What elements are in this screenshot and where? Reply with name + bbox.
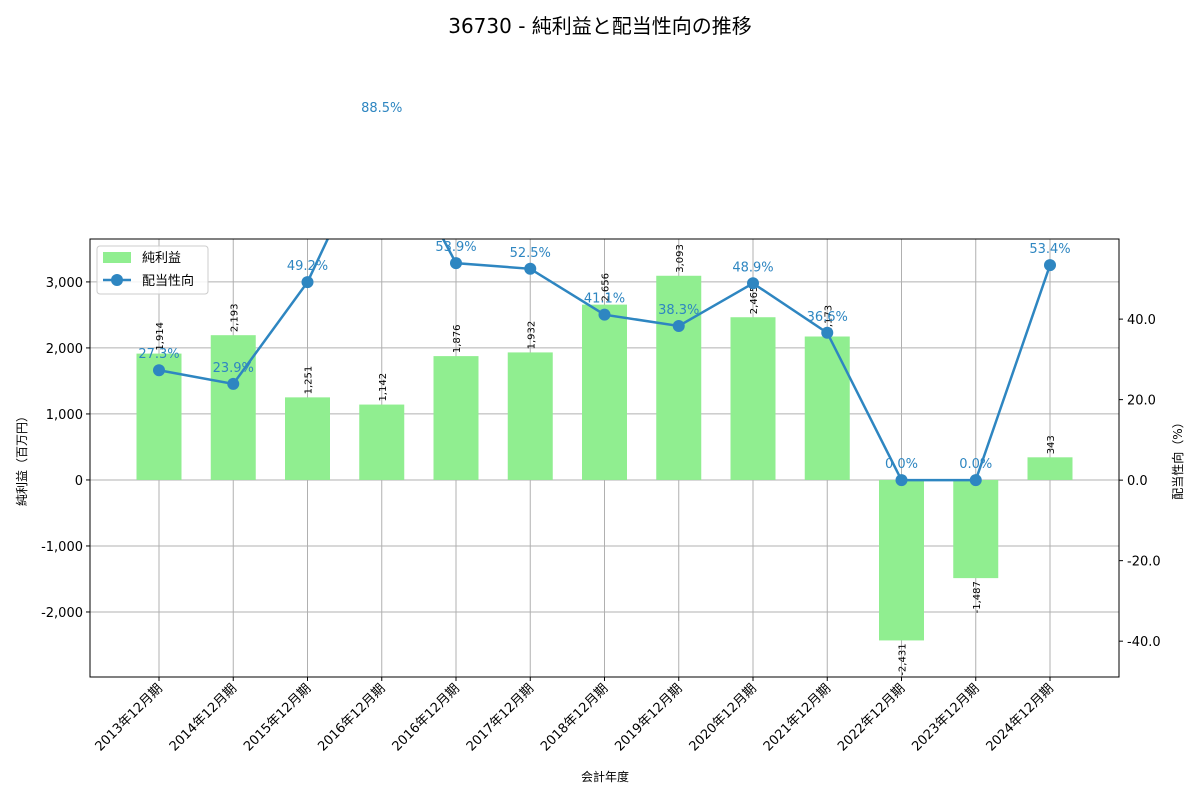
left-tick-label: 0 (75, 474, 83, 489)
bar-series-net-income (136, 275, 1073, 641)
payout-marker (969, 474, 982, 487)
bar (507, 352, 553, 480)
bar-value-label: 2,173 (823, 305, 834, 334)
left-tick-label: -1,000 (41, 540, 83, 555)
bar (359, 404, 405, 480)
x-tick-label: 2019年12月期 (612, 681, 685, 754)
payout-value-label: 53.4% (1029, 242, 1070, 257)
payout-marker (747, 277, 759, 290)
left-tick-label: 1,000 (46, 408, 83, 423)
payout-value-label: 23.9% (213, 361, 254, 376)
payout-value-label: 53.9% (435, 240, 476, 255)
bar (582, 304, 627, 480)
bar-value-label: -2,431 (898, 643, 909, 675)
bar-value-labels: 1,914 2,193 1,251 1,142 1,876 1,932 2,656 3,093… (155, 244, 1057, 676)
payout-value-label: 49.2% (287, 259, 328, 274)
bar (953, 479, 999, 579)
payout-value-label: 36.6% (807, 310, 848, 325)
payout-marker (598, 308, 611, 321)
chart-title: 36730 - 純利益と配当性向の推移 (448, 14, 752, 38)
left-y-axis: -2,000 -1,000 0 1,000 2,000 3,000 (41, 276, 90, 621)
bar-value-label: 1,876 (452, 324, 463, 353)
left-tick-label: 3,000 (46, 276, 83, 291)
legend-marker-icon (111, 274, 123, 286)
right-tick-label: 0.0 (1127, 474, 1148, 489)
x-axis: 2013年12月期 2014年12月期 2015年12月期 2016年12月期 2016… (93, 677, 1057, 755)
bar (804, 336, 850, 480)
payout-marker (895, 474, 908, 487)
payout-marker (821, 326, 834, 339)
payout-marker (450, 257, 462, 270)
bar (210, 335, 256, 480)
payout-value-label: 27.3% (138, 347, 179, 362)
right-y-axis-label: 配当性向（%） (1170, 416, 1185, 499)
legend-bar-swatch (103, 252, 131, 263)
bar-value-label: 1,142 (378, 373, 389, 402)
x-tick-label: 2017年12月期 (464, 681, 537, 754)
bar-value-label: -1,487 (972, 581, 983, 613)
line-value-labels: 27.3% 23.9% 49.2% 88.5% 53.9% 52.5% 41.1% 38.3%… (138, 101, 1070, 472)
payout-value-label: 48.9% (732, 260, 773, 275)
x-tick-label: 2016年12月期 (315, 681, 388, 754)
bar-value-label: 2,193 (229, 304, 240, 333)
legend: 純利益 配当性向 (96, 245, 209, 295)
x-tick-label: 2016年12月期 (390, 681, 463, 754)
right-tick-label: -20.0 (1127, 555, 1161, 570)
x-tick-label: 2023年12月期 (909, 681, 982, 754)
x-tick-label: 2014年12月期 (167, 681, 240, 754)
right-tick-label: 40.0 (1127, 313, 1156, 328)
x-tick-label: 2020年12月期 (687, 681, 760, 754)
payout-marker (376, 118, 388, 130)
bar-value-label: 2,465 (749, 286, 760, 315)
x-tick-label: 2024年12月期 (984, 681, 1057, 754)
payout-marker (524, 262, 537, 275)
right-tick-label: 20.0 (1127, 394, 1156, 409)
line-series-payout-ratio (153, 118, 1056, 487)
payout-value-label: 88.5% (361, 101, 402, 116)
payout-marker (672, 319, 685, 332)
payout-marker (1044, 259, 1056, 272)
bar-value-label: 2,656 (601, 273, 612, 302)
payout-value-label: 0.0% (959, 457, 992, 472)
payout-marker (227, 377, 240, 390)
payout-marker (301, 276, 314, 289)
legend-label-net-income: 純利益 (142, 251, 181, 266)
left-tick-label: -2,000 (41, 606, 83, 621)
left-tick-label: 2,000 (46, 342, 83, 357)
bar-value-label: 1,251 (304, 366, 315, 395)
payout-marker (153, 364, 165, 377)
left-y-axis-label: 純利益（百万円） (15, 410, 29, 506)
bar (433, 356, 479, 480)
payout-value-label: 52.5% (510, 246, 551, 261)
x-tick-label: 2013年12月期 (93, 681, 166, 754)
legend-label-payout-ratio: 配当性向 (142, 273, 194, 289)
bar (730, 317, 776, 480)
bar (656, 275, 702, 480)
payout-value-label: 41.1% (584, 292, 625, 307)
bar-value-label: 1,914 (155, 322, 166, 351)
x-tick-label: 2021年12月期 (761, 681, 834, 754)
x-tick-label: 2022年12月期 (835, 681, 908, 754)
right-y-axis: -40.0 -20.0 0.0 20.0 40.0 (1119, 313, 1161, 650)
bar (1027, 457, 1073, 480)
x-tick-label: 2018年12月期 (538, 681, 611, 754)
bar (285, 397, 330, 480)
bar (879, 479, 924, 641)
bar-value-label: 343 (1046, 435, 1057, 454)
bar-value-label: 1,932 (526, 321, 537, 350)
x-axis-label: 会計年度 (581, 769, 629, 784)
payout-value-label: 38.3% (658, 303, 699, 318)
bar-value-label: 3,093 (675, 244, 686, 273)
right-tick-label: -40.0 (1127, 635, 1161, 650)
x-tick-label: 2015年12月期 (241, 681, 314, 754)
payout-value-label: 0.0% (885, 457, 918, 472)
